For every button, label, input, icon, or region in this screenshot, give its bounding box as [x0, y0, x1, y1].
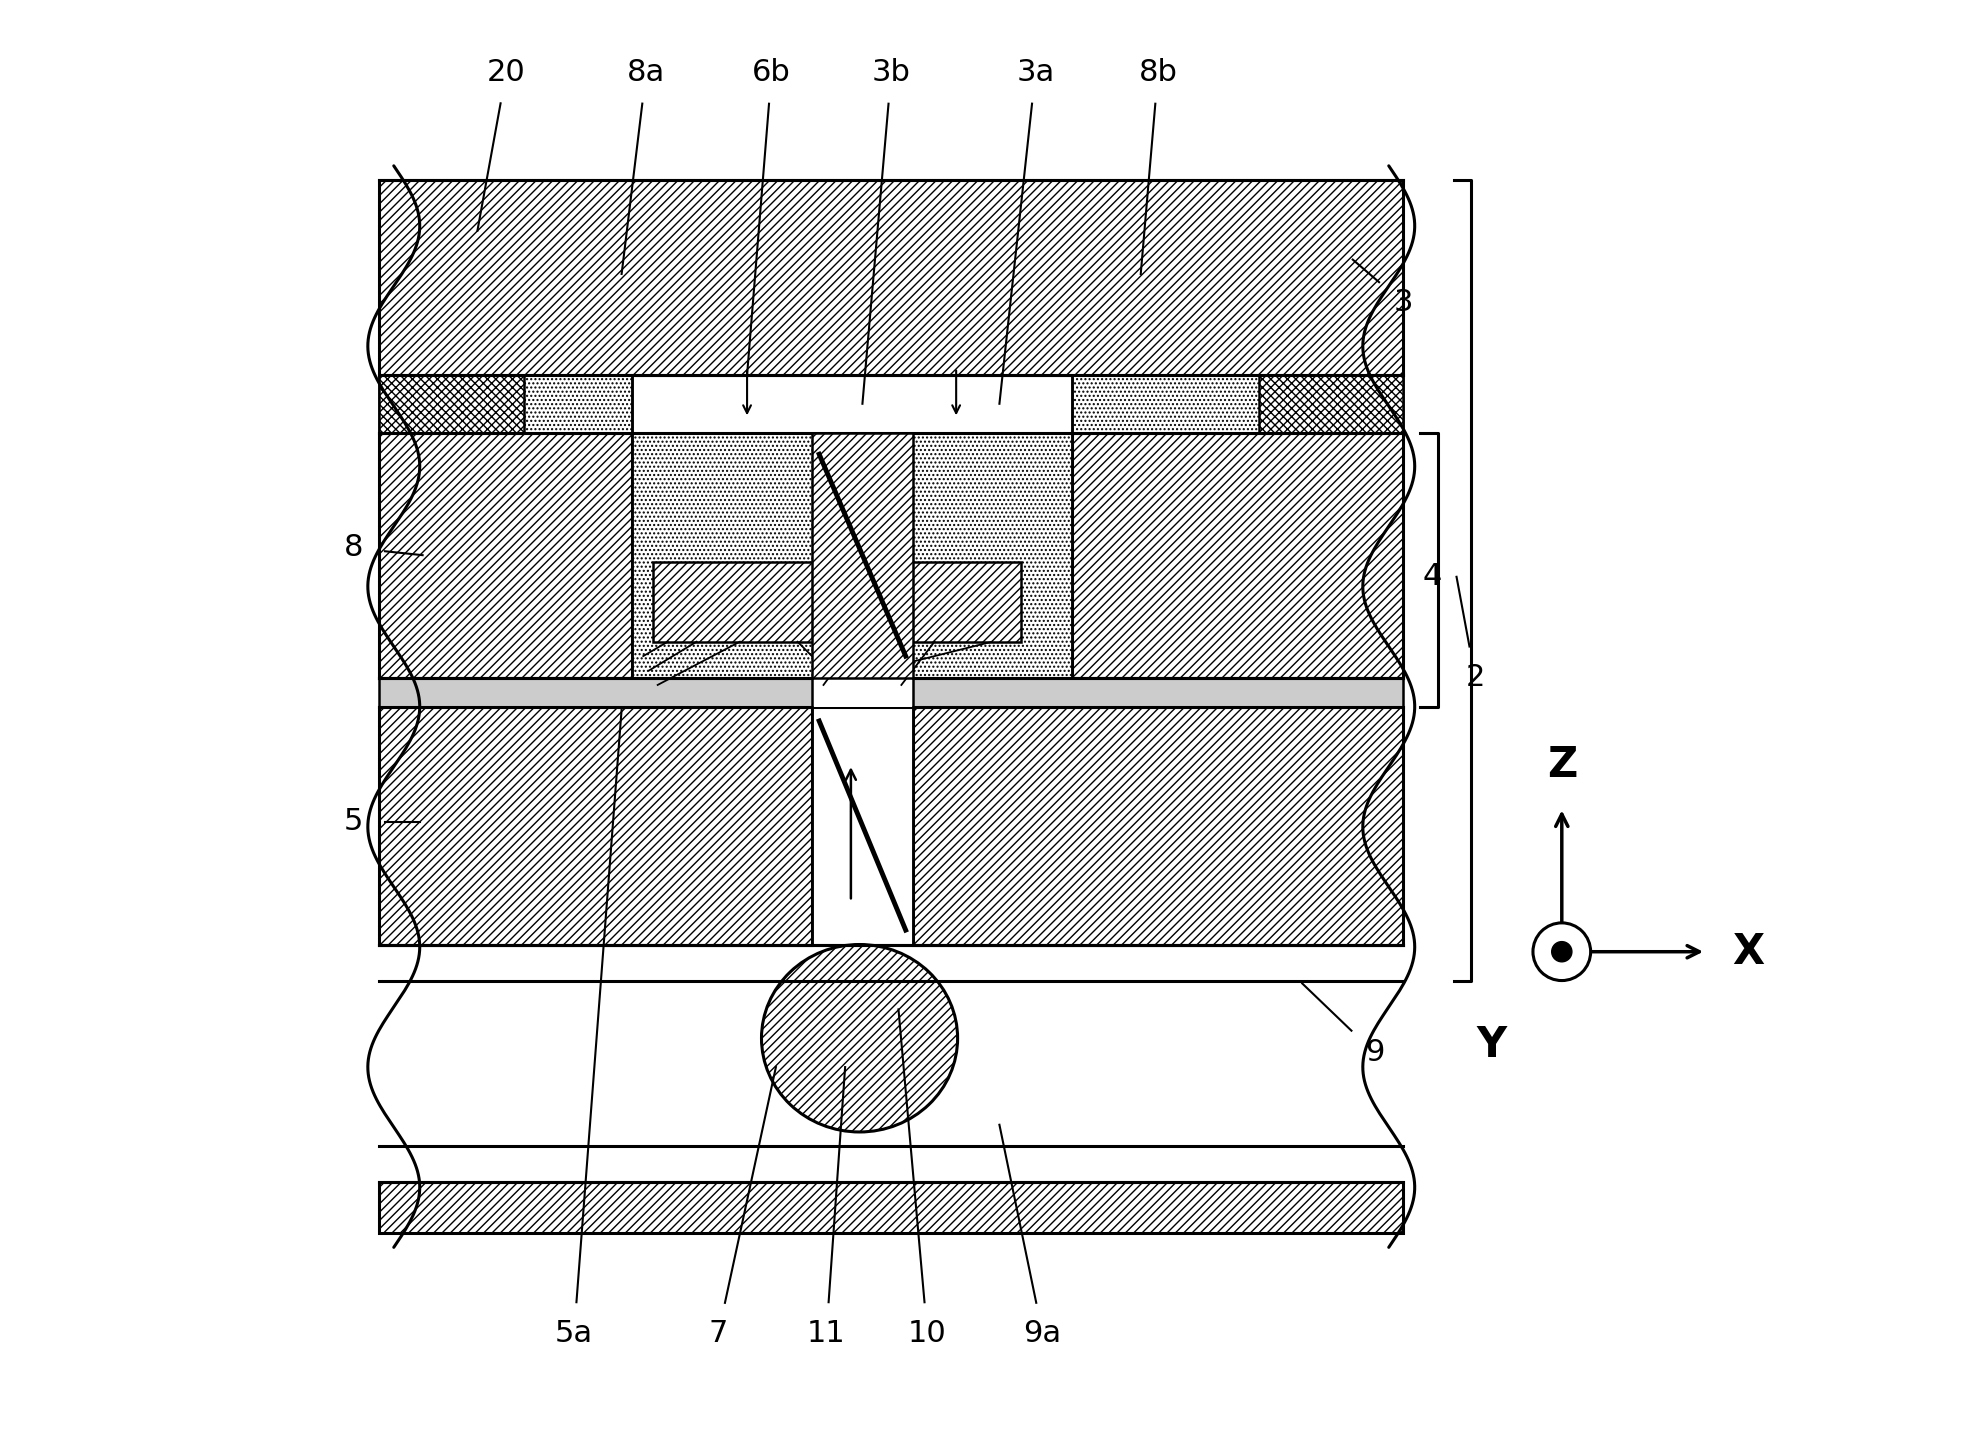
Text: 8a: 8a — [626, 58, 666, 87]
Bar — [380, 375, 632, 433]
Bar — [380, 180, 1403, 375]
Text: 10: 10 — [908, 1319, 948, 1348]
Text: 3b: 3b — [873, 58, 910, 87]
Text: 8: 8 — [343, 534, 362, 562]
Bar — [912, 707, 1403, 945]
Bar — [380, 1182, 1403, 1233]
Bar — [654, 562, 1020, 642]
Text: X: X — [1732, 930, 1763, 973]
Text: 11: 11 — [808, 1319, 845, 1348]
Text: 2: 2 — [1466, 663, 1485, 692]
Text: Y: Y — [1478, 1024, 1507, 1066]
Bar — [812, 678, 912, 707]
Text: 9: 9 — [1365, 1038, 1385, 1067]
Bar — [380, 375, 524, 433]
Bar — [1072, 375, 1403, 433]
Circle shape — [1552, 942, 1572, 962]
Text: 8b: 8b — [1139, 58, 1178, 87]
Text: 9a: 9a — [1024, 1319, 1062, 1348]
Bar — [812, 707, 912, 945]
Text: 3a: 3a — [1017, 58, 1054, 87]
Text: 7: 7 — [709, 1319, 729, 1348]
Text: 6b: 6b — [753, 58, 792, 87]
Text: 20: 20 — [487, 58, 526, 87]
Bar — [812, 433, 912, 678]
Text: 5: 5 — [343, 808, 362, 836]
Bar — [380, 707, 812, 945]
Text: 3: 3 — [1393, 288, 1412, 317]
Text: Z: Z — [1546, 744, 1576, 786]
Ellipse shape — [762, 945, 957, 1132]
Circle shape — [1533, 923, 1590, 981]
Text: 4: 4 — [1422, 562, 1442, 591]
Text: 5a: 5a — [556, 1319, 593, 1348]
Bar — [1072, 433, 1403, 678]
Bar — [1259, 375, 1403, 433]
Bar — [632, 433, 1072, 678]
Bar — [380, 433, 632, 678]
Bar — [380, 678, 1403, 707]
